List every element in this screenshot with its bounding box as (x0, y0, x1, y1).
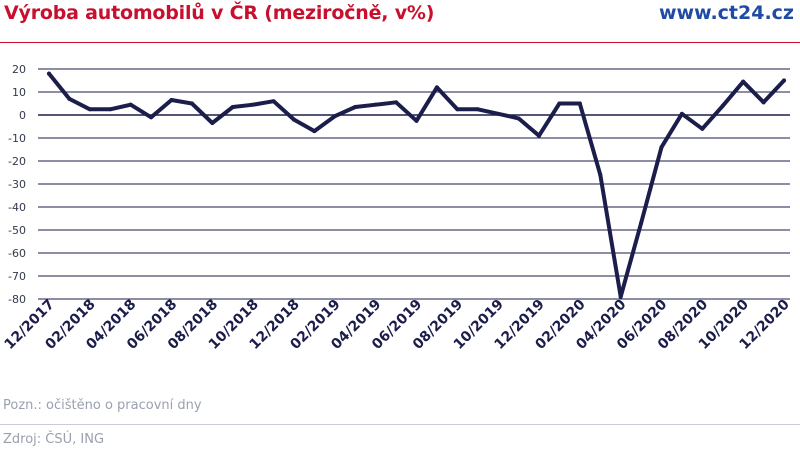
data-point-01/2020 (557, 101, 562, 106)
data-point-09/2018 (230, 104, 235, 109)
data-point-04/2020 (618, 294, 623, 299)
y-tick-label: 0 (19, 109, 26, 122)
chart-source: Zdroj: ČSÚ, ING (3, 432, 105, 447)
data-point-07/2020 (679, 111, 684, 116)
y-tick-label: -50 (8, 224, 26, 237)
data-point-03/2018 (108, 107, 113, 112)
site-logo-text[interactable]: www.ct24.cz (659, 2, 794, 24)
y-tick-label: -70 (8, 270, 26, 283)
data-point-06/2019 (414, 118, 419, 123)
data-point-08/2018 (210, 121, 215, 126)
chart-note: Pozn.: očištěno o pracovní dny (3, 398, 202, 413)
data-point-01/2019 (312, 129, 317, 134)
data-point-02/2019 (332, 114, 337, 119)
y-tick-label: -60 (8, 247, 26, 260)
data-point-08/2020 (700, 126, 705, 131)
footer-divider (0, 424, 800, 425)
data-point-08/2019 (455, 107, 460, 112)
data-point-02/2020 (577, 101, 582, 106)
data-point-12/2020 (782, 78, 786, 83)
data-point-07/2018 (189, 101, 194, 106)
data-point-10/2019 (496, 111, 501, 116)
y-tick-label: -30 (8, 178, 26, 191)
series-line (47, 71, 786, 299)
data-point-05/2019 (394, 100, 399, 105)
data-point-05/2018 (149, 115, 154, 120)
data-point-11/2018 (271, 99, 276, 104)
y-tick-label: 10 (12, 86, 26, 99)
data-point-06/2018 (169, 98, 174, 103)
y-tick-label: -80 (8, 293, 26, 306)
line-chart: 20100-10-20-30-40-50-60-70-8012/201702/2… (2, 63, 793, 353)
header-divider (0, 42, 800, 43)
y-tick-label: -40 (8, 201, 26, 214)
data-point-11/2019 (516, 116, 521, 121)
data-point-05/2020 (639, 221, 644, 226)
data-point-03/2019 (353, 104, 358, 109)
data-point-03/2020 (598, 172, 603, 177)
y-tick-label: -20 (8, 155, 26, 168)
data-point-02/2018 (87, 107, 92, 112)
data-point-09/2020 (720, 103, 725, 108)
data-point-10/2018 (251, 102, 256, 107)
y-tick-label: -10 (8, 132, 26, 145)
chart-title: Výroba automobilů v ČR (meziročně, v%) (4, 2, 435, 24)
data-point-10/2020 (741, 79, 746, 84)
data-point-09/2019 (475, 107, 480, 112)
data-point-12/2017 (47, 71, 51, 76)
data-point-11/2020 (761, 100, 766, 105)
data-point-12/2018 (292, 117, 296, 122)
data-point-01/2018 (67, 96, 72, 101)
data-point-04/2018 (128, 102, 133, 107)
data-point-07/2019 (434, 85, 439, 90)
data-point-04/2019 (373, 102, 378, 107)
data-point-12/2019 (537, 133, 541, 138)
data-point-06/2020 (659, 145, 664, 150)
y-tick-label: 20 (12, 63, 26, 76)
